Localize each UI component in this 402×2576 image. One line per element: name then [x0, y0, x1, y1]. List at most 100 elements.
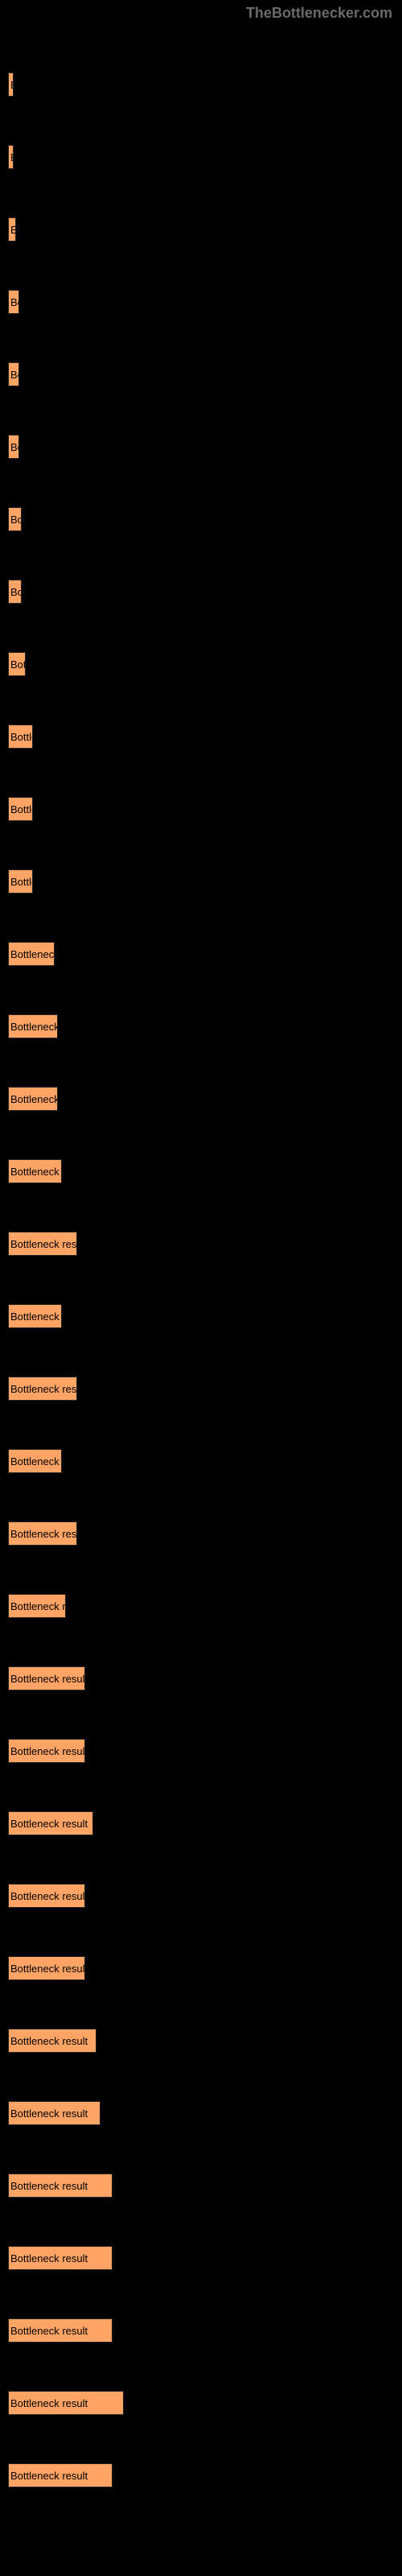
bar-row: Bottleneck result — [8, 869, 394, 894]
bar: Bottleneck result — [8, 1521, 77, 1546]
bar: Bottleneck result — [8, 2246, 113, 2270]
bar-row: Bottleneck result — [8, 580, 394, 604]
bar-row: Bottleneck result — [8, 362, 394, 386]
bar-label: Bottleneck result — [9, 1166, 62, 1178]
bar-label: Bottleneck result — [9, 586, 22, 598]
bar: Bottleneck result — [8, 2391, 124, 2415]
bar-row: Bottleneck result — [8, 1956, 394, 1980]
bar-label: Bottleneck result — [9, 2107, 88, 2120]
bar: Bottleneck result — [8, 1232, 77, 1256]
bar: Bottleneck result — [8, 2174, 113, 2198]
bar: Bottleneck result — [8, 652, 26, 676]
bar-label: Bottleneck result — [9, 369, 19, 381]
bar-label: Bottleneck result — [9, 79, 14, 91]
bar-row: Bottleneck result — [8, 1521, 394, 1546]
bar: Bottleneck result — [8, 435, 19, 459]
bar-label: Bottleneck result — [9, 2397, 88, 2409]
bar: Bottleneck result — [8, 1304, 62, 1328]
bar-label: Bottleneck result — [9, 1021, 58, 1033]
bar-label: Bottleneck result — [9, 876, 33, 888]
bar-row: Bottleneck result — [8, 72, 394, 97]
bar-label: Bottleneck result — [9, 1673, 85, 1685]
bar-label: Bottleneck result — [9, 658, 26, 671]
bar-row: Bottleneck result — [8, 1377, 394, 1401]
bar: Bottleneck result — [8, 2101, 100, 2125]
bar-row: Bottleneck result — [8, 2246, 394, 2270]
bar: Bottleneck result — [8, 1087, 58, 1111]
bar: Bottleneck result — [8, 1739, 85, 1763]
bar-row: Bottleneck result — [8, 2318, 394, 2343]
bar-row: Bottleneck result — [8, 1594, 394, 1618]
bar-label: Bottleneck result — [9, 2325, 88, 2337]
bar: Bottleneck result — [8, 797, 33, 821]
bar-label: Bottleneck result — [9, 731, 33, 743]
bar-row: Bottleneck result — [8, 1232, 394, 1256]
bar-label: Bottleneck result — [9, 803, 33, 815]
bar-row: Bottleneck result — [8, 942, 394, 966]
bar: Bottleneck result — [8, 1014, 58, 1038]
bar-row: Bottleneck result — [8, 2029, 394, 2053]
bar-row: Bottleneck result — [8, 2463, 394, 2487]
bar-row: Bottleneck result — [8, 1087, 394, 1111]
bar-label: Bottleneck result — [9, 1745, 85, 1757]
bar-row: Bottleneck result — [8, 1666, 394, 1690]
bar: Bottleneck result — [8, 290, 19, 314]
bar-row: Bottleneck result — [8, 2391, 394, 2415]
bar-label: Bottleneck result — [9, 1383, 77, 1395]
bar-label: Bottleneck result — [9, 2470, 88, 2482]
bar: Bottleneck result — [8, 362, 19, 386]
bar: Bottleneck result — [8, 507, 22, 531]
bar: Bottleneck result — [8, 145, 14, 169]
bar-row: Bottleneck result — [8, 1884, 394, 1908]
bar-label: Bottleneck result — [9, 296, 19, 308]
bar-label: Bottleneck result — [9, 151, 14, 163]
watermark-text: TheBottlenecker.com — [246, 5, 392, 22]
bar-row: Bottleneck result — [8, 724, 394, 749]
bar-label: Bottleneck result — [9, 514, 22, 526]
bar-row: Bottleneck result — [8, 797, 394, 821]
bar: Bottleneck result — [8, 1884, 85, 1908]
bar-label: Bottleneck result — [9, 1311, 62, 1323]
bar: Bottleneck result — [8, 724, 33, 749]
bar: Bottleneck result — [8, 2029, 96, 2053]
bar: Bottleneck result — [8, 2463, 113, 2487]
bar: Bottleneck result — [8, 217, 16, 242]
bar-row: Bottleneck result — [8, 1449, 394, 1473]
chart-container: Bottleneck result Bottleneck result Bottle… — [0, 0, 402, 2552]
bar-label: Bottleneck result — [9, 2035, 88, 2047]
bar-label: Bottleneck result — [9, 1600, 66, 1612]
bar-label: Bottleneck result — [9, 2252, 88, 2264]
bar-row: Bottleneck result — [8, 2174, 394, 2198]
bar-label: Bottleneck result — [9, 2180, 88, 2192]
bar: Bottleneck result — [8, 1377, 77, 1401]
bar-row: Bottleneck result — [8, 1304, 394, 1328]
bar: Bottleneck result — [8, 2318, 113, 2343]
bar-row: Bottleneck result — [8, 652, 394, 676]
bar: Bottleneck result — [8, 869, 33, 894]
bar-label: Bottleneck result — [9, 948, 55, 960]
bar-label: Bottleneck result — [9, 1890, 85, 1902]
bar-label: Bottleneck result — [9, 1238, 77, 1250]
bar-row: Bottleneck result — [8, 217, 394, 242]
bar-row: Bottleneck result — [8, 435, 394, 459]
bar-row: Bottleneck result — [8, 145, 394, 169]
bar-label: Bottleneck result — [9, 441, 19, 453]
bar-row: Bottleneck result — [8, 1159, 394, 1183]
bar: Bottleneck result — [8, 942, 55, 966]
bar-label: Bottleneck result — [9, 1455, 62, 1468]
bar: Bottleneck result — [8, 1666, 85, 1690]
bar: Bottleneck result — [8, 1159, 62, 1183]
bar: Bottleneck result — [8, 1811, 93, 1835]
bar-row: Bottleneck result — [8, 290, 394, 314]
bar-label: Bottleneck result — [9, 224, 16, 236]
bar-row: Bottleneck result — [8, 507, 394, 531]
bar: Bottleneck result — [8, 580, 22, 604]
bar: Bottleneck result — [8, 1956, 85, 1980]
bar-row: Bottleneck result — [8, 1014, 394, 1038]
bar-label: Bottleneck result — [9, 1528, 77, 1540]
bar-label: Bottleneck result — [9, 1963, 85, 1975]
bar-row: Bottleneck result — [8, 2101, 394, 2125]
bar-label: Bottleneck result — [9, 1093, 58, 1105]
bar-row: Bottleneck result — [8, 1739, 394, 1763]
bar: Bottleneck result — [8, 1449, 62, 1473]
